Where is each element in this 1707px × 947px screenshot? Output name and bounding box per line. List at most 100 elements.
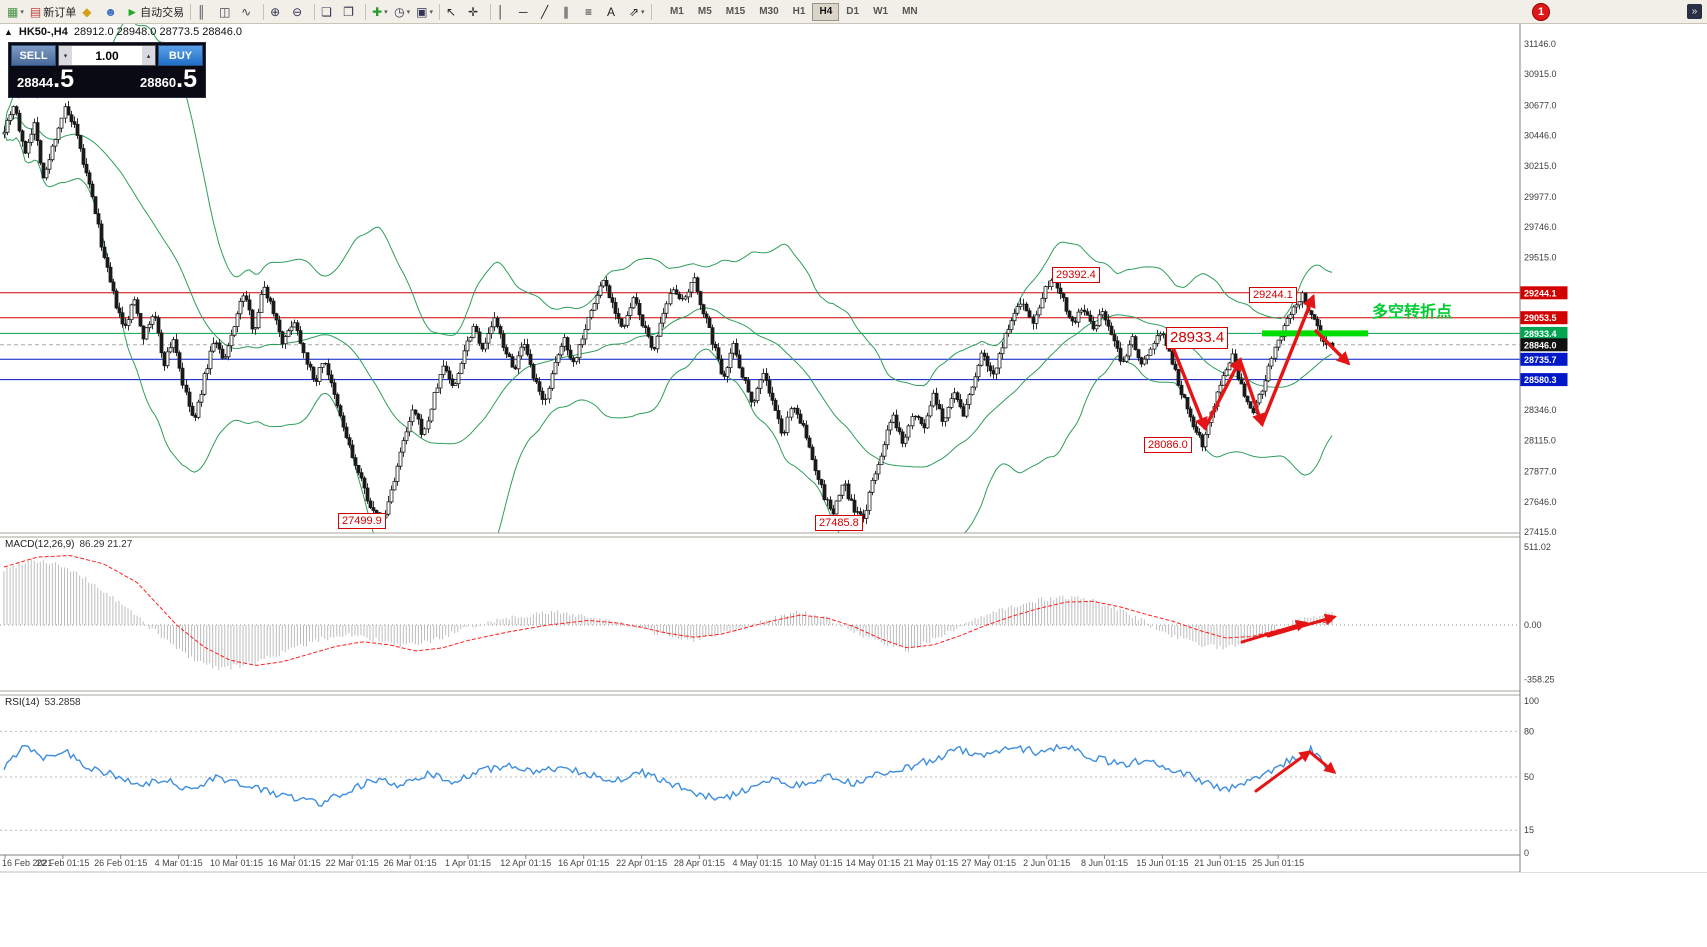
price-tick-label: 29515.0 (1524, 252, 1557, 262)
toolbar-separator (314, 3, 316, 20)
price-line-badge-label: 28735.7 (1524, 355, 1557, 365)
fibonacci-button[interactable]: ≡ (582, 2, 604, 22)
sell-price[interactable]: 28844.5 (17, 65, 75, 93)
timeframe-w1[interactable]: W1 (866, 3, 895, 21)
horizontal-line-button[interactable]: ─ (516, 2, 538, 22)
arrows-tool-dropdown-icon: ▾ (641, 8, 645, 16)
volume-down-button[interactable]: ▾ (59, 46, 72, 65)
date-tick-label: 25 Jun 01:15 (1252, 858, 1304, 868)
zoom-in-icon: ⊕ (270, 4, 281, 19)
rsi-scale-label: 50 (1524, 772, 1534, 782)
date-tick-label: 28 Apr 01:15 (674, 858, 725, 868)
new-chart-button[interactable]: ▦ ▾ (4, 2, 27, 22)
date-tick-label: 26 Mar 01:15 (384, 858, 437, 868)
cascade-windows-button[interactable]: ❐ (340, 2, 362, 22)
timeframe-d1[interactable]: D1 (839, 3, 866, 21)
price-line-badge (1520, 373, 1568, 387)
price-tick-label: 28115.0 (1524, 435, 1556, 445)
line-chart-mode-icon: ∿ (241, 4, 252, 19)
toolbar: ▦ ▾ ▤ 新订单 ◆ ☻ ► 自动交易 ║ ◫ ∿ ⊕ ⊖ ❏ ❐ ✚ ▾ ◷ ▾ ▣ ▾ ↖ ✛ │ ─ ╱ ∥ ≡ A ⇗ ▾ M1 M5… (0, 0, 1707, 24)
price-line-badge-label: 29053.5 (1524, 313, 1557, 323)
price-annotation: 28086.0 (1144, 437, 1192, 454)
trend-arrow (1168, 338, 1208, 432)
new-order-label: 新订单 (43, 6, 77, 19)
trend-arrow (1309, 751, 1337, 774)
metaeditor-button[interactable]: ◆ (79, 2, 101, 22)
candlestick-mode-button[interactable]: ◫ (216, 2, 238, 22)
arrows-tool-icon: ⇗ (628, 4, 640, 19)
indicators-dropdown-icon: ▾ (384, 8, 388, 16)
text-tool-button[interactable]: A (604, 2, 626, 22)
date-tick-label: 4 Mar 01:15 (155, 858, 203, 868)
timeframe-m15[interactable]: M15 (719, 3, 752, 21)
buy-button[interactable]: BUY (158, 45, 203, 66)
time-scale[interactable] (0, 855, 1520, 872)
date-tick-label: 16 Apr 01:15 (558, 858, 609, 868)
cursor-button[interactable]: ↖ (443, 2, 465, 22)
main-chart-plot[interactable] (0, 23, 1520, 533)
macd-panel[interactable] (0, 537, 1520, 691)
profiles-button[interactable]: ☻ (101, 2, 123, 22)
price-line-badge (1520, 286, 1568, 300)
templates-button[interactable]: ▣ ▾ (413, 2, 436, 22)
trendline-button[interactable]: ╱ (538, 2, 560, 22)
date-tick-label: 21 Jun 01:15 (1194, 858, 1246, 868)
price-annotation: 27485.8 (815, 515, 863, 532)
horizontal-line-icon: ─ (518, 4, 528, 19)
volume-up-button[interactable]: ▴ (142, 46, 155, 65)
price-scale[interactable] (1520, 23, 1707, 872)
new-order-button[interactable]: ▤ 新订单 (27, 2, 79, 22)
indicators-button[interactable]: ✚ ▾ (369, 2, 391, 22)
templates-dropdown-icon: ▾ (429, 8, 433, 16)
price-tick-label: 30446.0 (1524, 131, 1557, 141)
buy-price[interactable]: 28860.5 (140, 67, 197, 91)
bar-chart-mode-button[interactable]: ║ (194, 2, 216, 22)
notification-badge[interactable]: 1 (1532, 3, 1550, 21)
macd-layer (0, 555, 1520, 670)
timeframe-m5[interactable]: M5 (691, 3, 719, 21)
trend-arrow (1266, 613, 1337, 638)
tile-windows-button[interactable]: ❏ (318, 2, 340, 22)
bollinger-bands (3, 23, 1333, 533)
date-tick-label: 8 Jun 01:15 (1081, 858, 1128, 868)
price-annotation: 29244.1 (1249, 287, 1297, 304)
equidistant-channel-icon: ∥ (562, 4, 569, 19)
timeframe-m30[interactable]: M30 (752, 3, 785, 21)
arrows-tool-button[interactable]: ⇗ ▾ (626, 2, 648, 22)
timeframe-h4[interactable]: H4 (812, 2, 840, 21)
trend-arrow (1240, 619, 1308, 644)
macd-scale-label: -358.25 (1524, 675, 1555, 685)
rsi-panel[interactable] (0, 695, 1520, 855)
price-line-badge-label: 28580.3 (1524, 375, 1557, 385)
date-tick-label: 10 May 01:15 (788, 858, 843, 868)
zoom-in-button[interactable]: ⊕ (267, 2, 289, 22)
crosshair-button[interactable]: ✛ (465, 2, 487, 22)
price-line-badge-label: 29244.1 (1524, 288, 1557, 298)
line-chart-mode-button[interactable]: ∿ (238, 2, 260, 22)
autotrading-button[interactable]: ► 自动交易 (123, 2, 187, 22)
price-annotation: 28933.4 (1166, 327, 1229, 349)
profiles-icon: ☻ (104, 4, 117, 19)
price-line-badge-label: 28846.0 (1524, 340, 1557, 350)
volume-input[interactable] (72, 46, 142, 65)
toolbar-overflow-icon[interactable]: » (1687, 4, 1702, 19)
collapse-panel-icon[interactable]: ▲ (4, 27, 13, 37)
sell-price-big-digit: .5 (53, 65, 75, 93)
toolbar-separator (190, 3, 192, 20)
timeframe-h1[interactable]: H1 (786, 3, 813, 21)
periods-button[interactable]: ◷ ▾ (391, 2, 413, 22)
trendline-icon: ╱ (540, 4, 549, 19)
indicators-icon: ✚ (372, 4, 383, 19)
toolbar-separator (263, 3, 265, 20)
zoom-out-button[interactable]: ⊖ (289, 2, 311, 22)
price-line-badge (1520, 352, 1568, 366)
timeframe-mn[interactable]: MN (895, 3, 925, 21)
equidistant-channel-button[interactable]: ∥ (560, 2, 582, 22)
timeframe-m1[interactable]: M1 (663, 3, 691, 21)
date-tick-label: 12 Apr 01:15 (500, 858, 551, 868)
symbol-period-label: HK50-,H4 (18, 26, 68, 38)
sell-button[interactable]: SELL (11, 45, 56, 66)
macd-values: 86.29 21.27 (79, 539, 133, 550)
vertical-line-button[interactable]: │ (494, 2, 516, 22)
date-tick-label: 27 May 01:15 (962, 858, 1017, 868)
